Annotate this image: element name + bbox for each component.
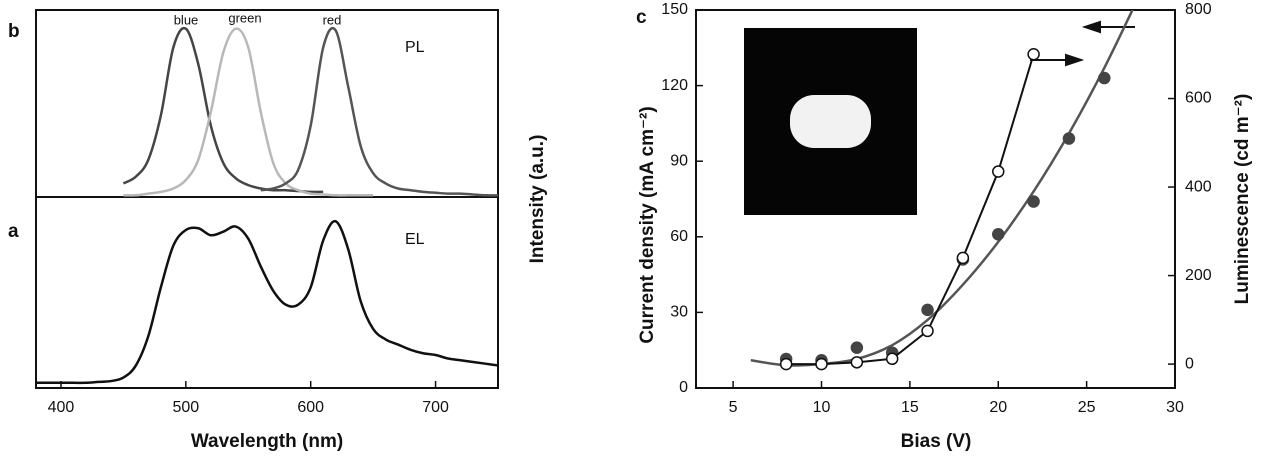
inset-emission [790,95,871,148]
y2-axis-label: Luminescence (cd m⁻²) [1232,94,1253,305]
spectrum-line [260,26,499,197]
x-axis-label: Wavelength (nm) [191,431,343,452]
data-point [991,228,1005,241]
data-point [815,357,828,371]
frame-c [695,9,1176,389]
data-point [1027,48,1040,61]
data-point [850,341,864,354]
data-point [921,324,934,338]
data-point [991,165,1005,178]
x-axis-label: Bias (V) [901,431,972,452]
arrows [1030,20,1135,67]
spectrum-line [122,26,324,194]
y2-tick-label: 800 [1185,1,1212,18]
data-point [1027,195,1040,208]
x-tick-label: 400 [48,399,75,416]
x-tick-label: 600 [297,399,324,416]
x-tick-label: 5 [729,399,738,416]
y2-tick-label: 600 [1185,90,1212,107]
spectrum-line [123,27,374,197]
panel-label: a [8,221,19,242]
y-axis-label: Current density (mA cm⁻²) [637,106,658,343]
x-tick-label: 10 [813,399,831,416]
legend-label: blue [174,12,199,27]
annotation: EL [405,231,425,248]
x-tick-label: 500 [172,399,199,416]
plot-area [750,10,1134,371]
x-tick-label: 30 [1166,399,1184,416]
y-axis-label: Intensity (a.u.) [527,135,548,264]
y2-tick-label: 200 [1185,267,1212,284]
x-tick-label: 15 [901,399,919,416]
data-point [779,357,793,371]
y-tick-label: 60 [670,228,688,245]
data-point [885,352,899,366]
panel-label: b [8,21,20,42]
y-tick-label: 0 [679,379,688,396]
frame-ab [35,9,499,389]
spectrum-line [36,220,499,385]
x-tick-label: 20 [989,399,1007,416]
data-point [1098,71,1111,85]
y2-tick-label: 0 [1185,355,1194,372]
annotation: PL [405,39,425,56]
panel-label: c [636,7,647,28]
data-point [1062,132,1076,145]
legend-label: green [228,10,261,25]
x-tick-label: 25 [1078,399,1096,416]
x-tick-label: 700 [422,399,449,416]
y-tick-label: 120 [661,77,688,94]
y-tick-label: 90 [670,152,688,169]
y-tick-label: 30 [670,304,688,321]
data-point [850,356,864,369]
data-point [956,251,970,265]
data-point [921,303,934,317]
legend-label: red [323,12,342,27]
y2-tick-label: 400 [1185,178,1212,195]
y-tick-label: 150 [661,1,688,18]
